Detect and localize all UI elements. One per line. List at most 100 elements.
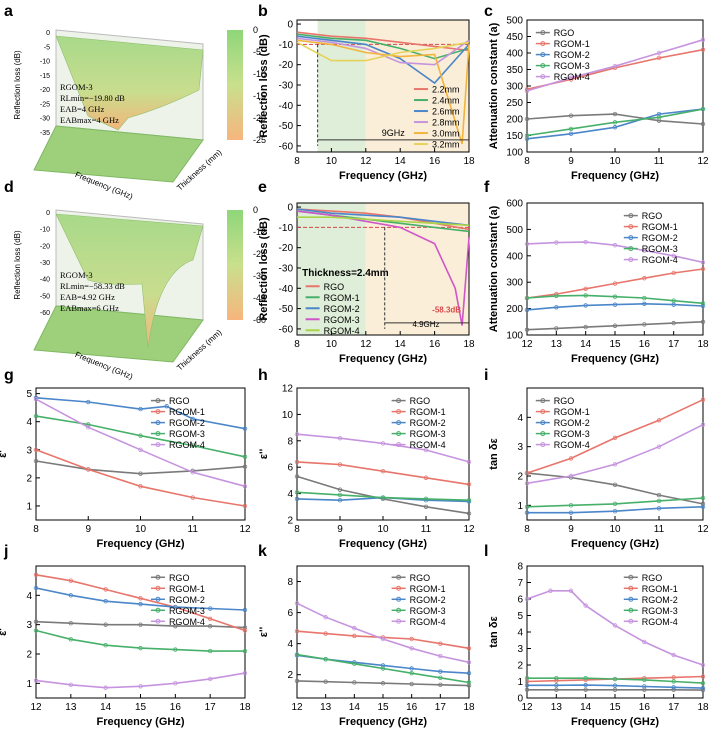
- series-line-RGOM-4: [35, 672, 246, 689]
- y-tick-label: 5: [26, 389, 32, 400]
- y-tick-label: 3: [26, 620, 32, 631]
- z-tick-label: 0: [46, 210, 50, 217]
- x-tick-label: 17: [668, 339, 680, 350]
- x-tick-label: 12: [291, 702, 303, 713]
- x-tick-label: 16: [639, 702, 651, 713]
- colorbar-tick-label: -60: [253, 315, 266, 325]
- data-point: [583, 239, 588, 245]
- annotation-line: EABmax=6 GHz: [60, 303, 119, 313]
- data-point: [612, 687, 618, 692]
- annotation-line: RGOM-3: [60, 82, 93, 92]
- y-tick-label: 300: [506, 82, 523, 93]
- data-point: [612, 462, 618, 467]
- colorbar-tick-label: -24: [253, 249, 266, 259]
- data-point: [380, 681, 386, 686]
- eab-label: 9GHz: [382, 128, 406, 138]
- panel-letter: b: [258, 3, 268, 20]
- y-tick-label: 6: [287, 608, 293, 619]
- colorbar-tick-label: -48: [253, 293, 266, 303]
- series-line-RGOM-4: [526, 423, 704, 485]
- y-tick-label: 1: [26, 501, 32, 512]
- y-tick-label: -60: [279, 324, 294, 335]
- x-axis-label: Frequency (GHz): [571, 716, 659, 728]
- data-point: [138, 645, 143, 651]
- data-point: [294, 678, 300, 684]
- legend-label: RGO: [410, 573, 431, 583]
- x-tick-label: 12: [521, 702, 533, 713]
- data-point: [173, 681, 178, 686]
- colorbar-tick-label: 0: [253, 25, 258, 35]
- series-line-RGOM-3: [526, 294, 704, 305]
- x-tick-label: 12: [360, 156, 372, 167]
- data-point: [423, 475, 429, 480]
- panel-c: c 8 9 10 11 12 100 150 200 250 300 350 400 450 500 Freq…: [484, 3, 709, 182]
- z-tick-label: -20: [40, 243, 50, 250]
- data-point: [207, 616, 213, 621]
- x-tick-label: 10: [377, 524, 389, 535]
- y-tick-label: 200: [506, 304, 523, 315]
- legend-marker: [628, 618, 634, 624]
- series-line-RGOM-1: [296, 461, 470, 486]
- data-point: [612, 125, 618, 130]
- colorbar-tick-label: 0: [253, 205, 258, 215]
- data-point: [524, 295, 530, 301]
- data-point: [700, 495, 706, 501]
- data-point: [380, 666, 386, 671]
- legend-marker: [540, 52, 546, 58]
- legend-label: RGOM-2: [410, 418, 446, 428]
- legend-marker: [540, 41, 546, 47]
- legend-label: RGOM-4: [554, 72, 590, 82]
- y-tick-label: 4: [26, 417, 32, 428]
- legend-label: RGOM-4: [169, 440, 205, 450]
- data-point: [612, 683, 618, 688]
- y-tick-label: 500: [506, 225, 523, 236]
- legend-label: 2.4mm: [432, 96, 460, 106]
- legend-label: RGOM-2: [642, 233, 678, 243]
- data-point: [438, 641, 443, 646]
- y-tick-label: -40: [279, 284, 294, 295]
- legend-marker: [628, 257, 634, 263]
- legend-label: RGOM-4: [410, 617, 446, 627]
- x-tick-label: 13: [65, 702, 77, 713]
- y-tick-label: 10: [282, 410, 294, 421]
- data-point: [671, 298, 676, 303]
- data-point: [138, 447, 143, 452]
- x-tick-label: 12: [239, 524, 251, 535]
- y-tick-label: 12: [282, 384, 294, 395]
- data-point: [323, 631, 328, 636]
- y-tick-label: 600: [506, 199, 523, 210]
- y-tick-label: -30: [279, 80, 294, 91]
- legend-marker: [155, 431, 161, 437]
- data-point: [568, 510, 574, 515]
- data-point: [700, 319, 706, 324]
- x-axis-label: Frequency (GHz): [339, 353, 427, 365]
- x-tick-label: 17: [435, 702, 447, 713]
- data-point: [323, 656, 328, 662]
- legend-marker: [396, 574, 402, 580]
- plot-frame: [296, 202, 470, 336]
- x-tick-label: 17: [668, 702, 680, 713]
- data-point: [423, 447, 429, 453]
- data-point: [700, 397, 706, 402]
- data-point: [380, 636, 386, 642]
- y-tick-label: 150: [506, 131, 523, 142]
- data-point: [554, 687, 559, 692]
- y-axis-label: Reflection loss (dB): [258, 34, 270, 138]
- y-tick-label: 500: [506, 16, 523, 27]
- y-tick-label: -60: [279, 141, 294, 152]
- shaded-band: [365, 20, 469, 152]
- data-point: [86, 425, 91, 430]
- series-line-RGOM-2: [35, 397, 246, 430]
- plot-frame: [296, 19, 470, 153]
- series-line-RGO: [296, 680, 470, 687]
- legend-label: RGO: [642, 573, 663, 583]
- data-point: [68, 682, 74, 687]
- y-tick-label: 2: [517, 661, 523, 672]
- data-point: [466, 498, 472, 503]
- data-point: [612, 323, 618, 328]
- data-point: [409, 670, 414, 676]
- data-point: [86, 422, 91, 427]
- x-tick-label: 14: [395, 339, 407, 350]
- data-point: [68, 621, 74, 626]
